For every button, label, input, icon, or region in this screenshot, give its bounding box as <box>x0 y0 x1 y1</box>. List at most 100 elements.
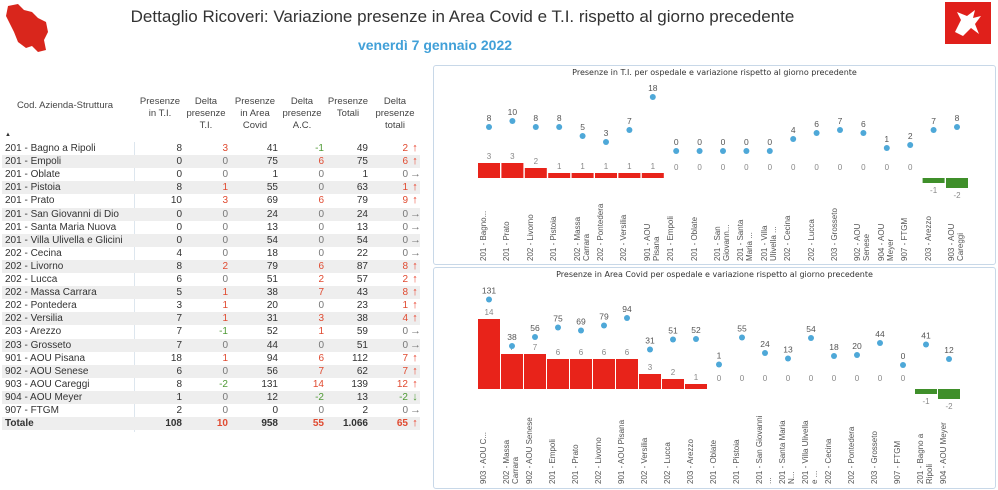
dot-label: 38 <box>507 332 517 342</box>
category-label: 202 - Versilia <box>640 437 649 484</box>
hospital-name: 201 - Bagno a Ripoli <box>5 143 96 154</box>
dot-label: 6 <box>861 119 866 129</box>
hospital-name: 901 - AOU Pisana <box>5 352 86 364</box>
category-label: 201 - Bagno a Ripoli <box>916 433 934 484</box>
bar-label: 6 <box>602 348 607 357</box>
cell-value: 2 <box>176 405 182 416</box>
delta-bar <box>524 354 546 389</box>
column-header[interactable]: Cod. Azienda-Struttura <box>16 100 114 111</box>
presence-dot <box>766 148 773 154</box>
category-label: 201 - Villa Ulivella ... <box>759 225 778 261</box>
category-label: 201 - Oblate <box>689 216 699 261</box>
cell-value: 0 <box>176 156 182 168</box>
bar-label: 0 <box>832 374 837 383</box>
category-label: 201 - Pistoia <box>732 439 741 484</box>
category-label: 201 - Santa Maria ... <box>736 219 755 261</box>
dot-label: 3 <box>604 128 609 138</box>
bar-label: 1 <box>627 162 632 171</box>
cell-value: 0 <box>318 208 324 220</box>
column-header[interactable]: Presenze in Area Covid <box>234 96 276 131</box>
category-label: 203 - Arezzo <box>923 216 933 261</box>
cell-value: 0 <box>222 274 228 285</box>
delta-bar <box>685 384 707 389</box>
cell-value: 38 <box>356 313 368 325</box>
category-label: 201 - San Giovann... <box>713 224 731 261</box>
category-label: 201 - Bagno... <box>479 210 488 261</box>
arrow-up-icon: ↑ <box>412 377 418 390</box>
dot-label: 18 <box>829 342 839 352</box>
presence-dot <box>673 148 680 154</box>
covid-chart-panel: 1413173875667566967969433125115201055024… <box>433 267 996 489</box>
cell-value: 0 <box>318 169 324 181</box>
delta-bar <box>478 319 500 389</box>
bar-label: 0 <box>809 374 814 383</box>
cell-value: 6 <box>402 156 408 168</box>
cell-value: 79 <box>356 195 368 207</box>
column-header[interactable]: Presenze Totali <box>327 96 369 119</box>
bar-label: -1 <box>922 397 930 406</box>
presence-dot <box>716 361 722 368</box>
bar-label: 1 <box>580 162 585 171</box>
column-header[interactable]: Delta presenze A.C. <box>282 96 322 131</box>
presence-dot <box>808 335 814 341</box>
hospital-name: Totale <box>5 418 34 430</box>
category-label: 202 - Versilia <box>619 214 629 261</box>
presence-dot <box>579 133 586 139</box>
bar-label: 0 <box>855 374 860 383</box>
cell-value: 56 <box>266 365 278 377</box>
category-label: 201 - Villa Ulivella e ... <box>801 420 819 484</box>
cell-value: 0 <box>176 221 182 233</box>
table-row: 201 - San Giovanni di Dio 0 0 24 0 24 0 → <box>2 207 421 221</box>
total-row: Totale 108 10 958 55 1.066 65 ↑ <box>2 417 420 431</box>
column-header[interactable]: Delta presenze T.I. <box>186 96 226 131</box>
category-label: 202 - Pontedera <box>596 203 605 261</box>
category-label: 202 - Cecina <box>824 438 833 484</box>
presence-dot <box>930 127 937 133</box>
cell-value: 2 <box>222 260 228 272</box>
hospital-name: 203 - Arezzo <box>5 326 62 338</box>
bar-label: 0 <box>791 163 796 172</box>
cell-value: 49 <box>356 143 368 154</box>
cell-value: 4 <box>176 247 182 259</box>
table-row: 203 - Grosseto 7 0 44 0 51 0 → <box>2 338 421 352</box>
arrow-right-icon: → <box>410 233 421 246</box>
table-row: 901 - AOU Pisana 18 1 94 6 112 7 ↑ <box>2 352 420 365</box>
table-row: 202 - Lucca 6 0 51 2 57 2 ↑ <box>2 273 420 286</box>
hospital-name: 202 - Massa Carrara <box>5 287 97 299</box>
bar-label: 0 <box>838 163 843 172</box>
delta-bar <box>641 173 664 178</box>
dot-label: 1 <box>884 134 889 144</box>
cell-value: 14 <box>312 378 324 390</box>
column-header[interactable]: Presenze in T.I. <box>139 96 181 119</box>
presence-dot <box>509 118 516 124</box>
presence-dot <box>556 124 563 130</box>
presence-dot <box>813 130 820 136</box>
presence-dot <box>785 355 791 362</box>
table-row: 907 - FTGM 2 0 0 0 2 0 → <box>2 404 421 417</box>
category-label: 201 - Pistoia <box>549 216 559 261</box>
cell-value: 0 <box>222 221 228 233</box>
page-title: Dettaglio Ricoveri: Variazione presenze … <box>130 7 795 26</box>
cell-value: 18 <box>170 352 182 364</box>
sort-ascending-icon[interactable]: ▲ <box>5 132 11 138</box>
dot-label: 7 <box>627 116 632 126</box>
cell-value: 1 <box>222 287 228 299</box>
dot-label: 8 <box>557 113 562 123</box>
cell-value: 57 <box>356 274 368 285</box>
cell-value: 20 <box>266 300 278 312</box>
dot-label: 131 <box>482 286 496 296</box>
cell-value: 13 <box>356 391 368 403</box>
presence-dot <box>555 324 561 331</box>
category-label: 202 - Massa Carrara <box>502 439 520 484</box>
category-label: 203 - Arezzo <box>686 439 695 484</box>
cell-value: 6 <box>318 352 324 364</box>
column-header[interactable]: Delta presenze totali <box>375 96 415 131</box>
table-row: 201 - Santa Maria Nuova 0 0 13 0 13 0 → <box>2 221 421 234</box>
category-label: 903 - AOU C... <box>479 431 488 484</box>
bar-label: 6 <box>556 348 561 357</box>
bar-label: 0 <box>744 163 749 172</box>
cell-value: 0 <box>318 247 324 259</box>
presence-dot <box>854 352 860 358</box>
cell-value: 54 <box>266 234 278 246</box>
cell-value: 6 <box>318 195 324 207</box>
